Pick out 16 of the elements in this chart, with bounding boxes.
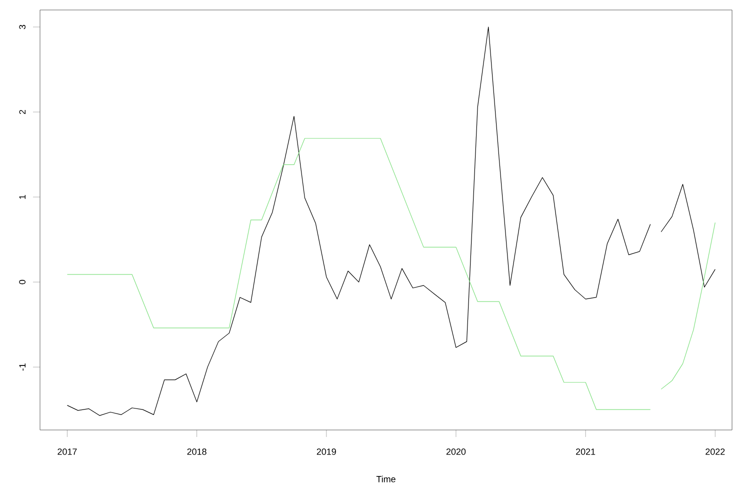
y-tick-label: 1	[19, 194, 26, 199]
x-tick-label: 2021	[576, 448, 596, 455]
x-tick-label: 2017	[58, 448, 77, 455]
line-series	[660, 184, 716, 288]
x-tick-label: 2019	[316, 448, 336, 455]
line-series	[66, 138, 651, 410]
y-tick-label: -1	[19, 364, 26, 371]
y-tick-label: 3	[19, 24, 26, 30]
line-series	[66, 26, 651, 416]
x-tick-label: 2020	[446, 448, 466, 455]
line-series	[660, 222, 716, 390]
y-tick-label: 2	[19, 110, 26, 114]
x-axis-title: Time	[376, 476, 396, 482]
x-tick-label: 2022	[706, 448, 725, 455]
x-tick-label: 2018	[187, 448, 206, 455]
y-tick-label: 0	[19, 280, 26, 284]
